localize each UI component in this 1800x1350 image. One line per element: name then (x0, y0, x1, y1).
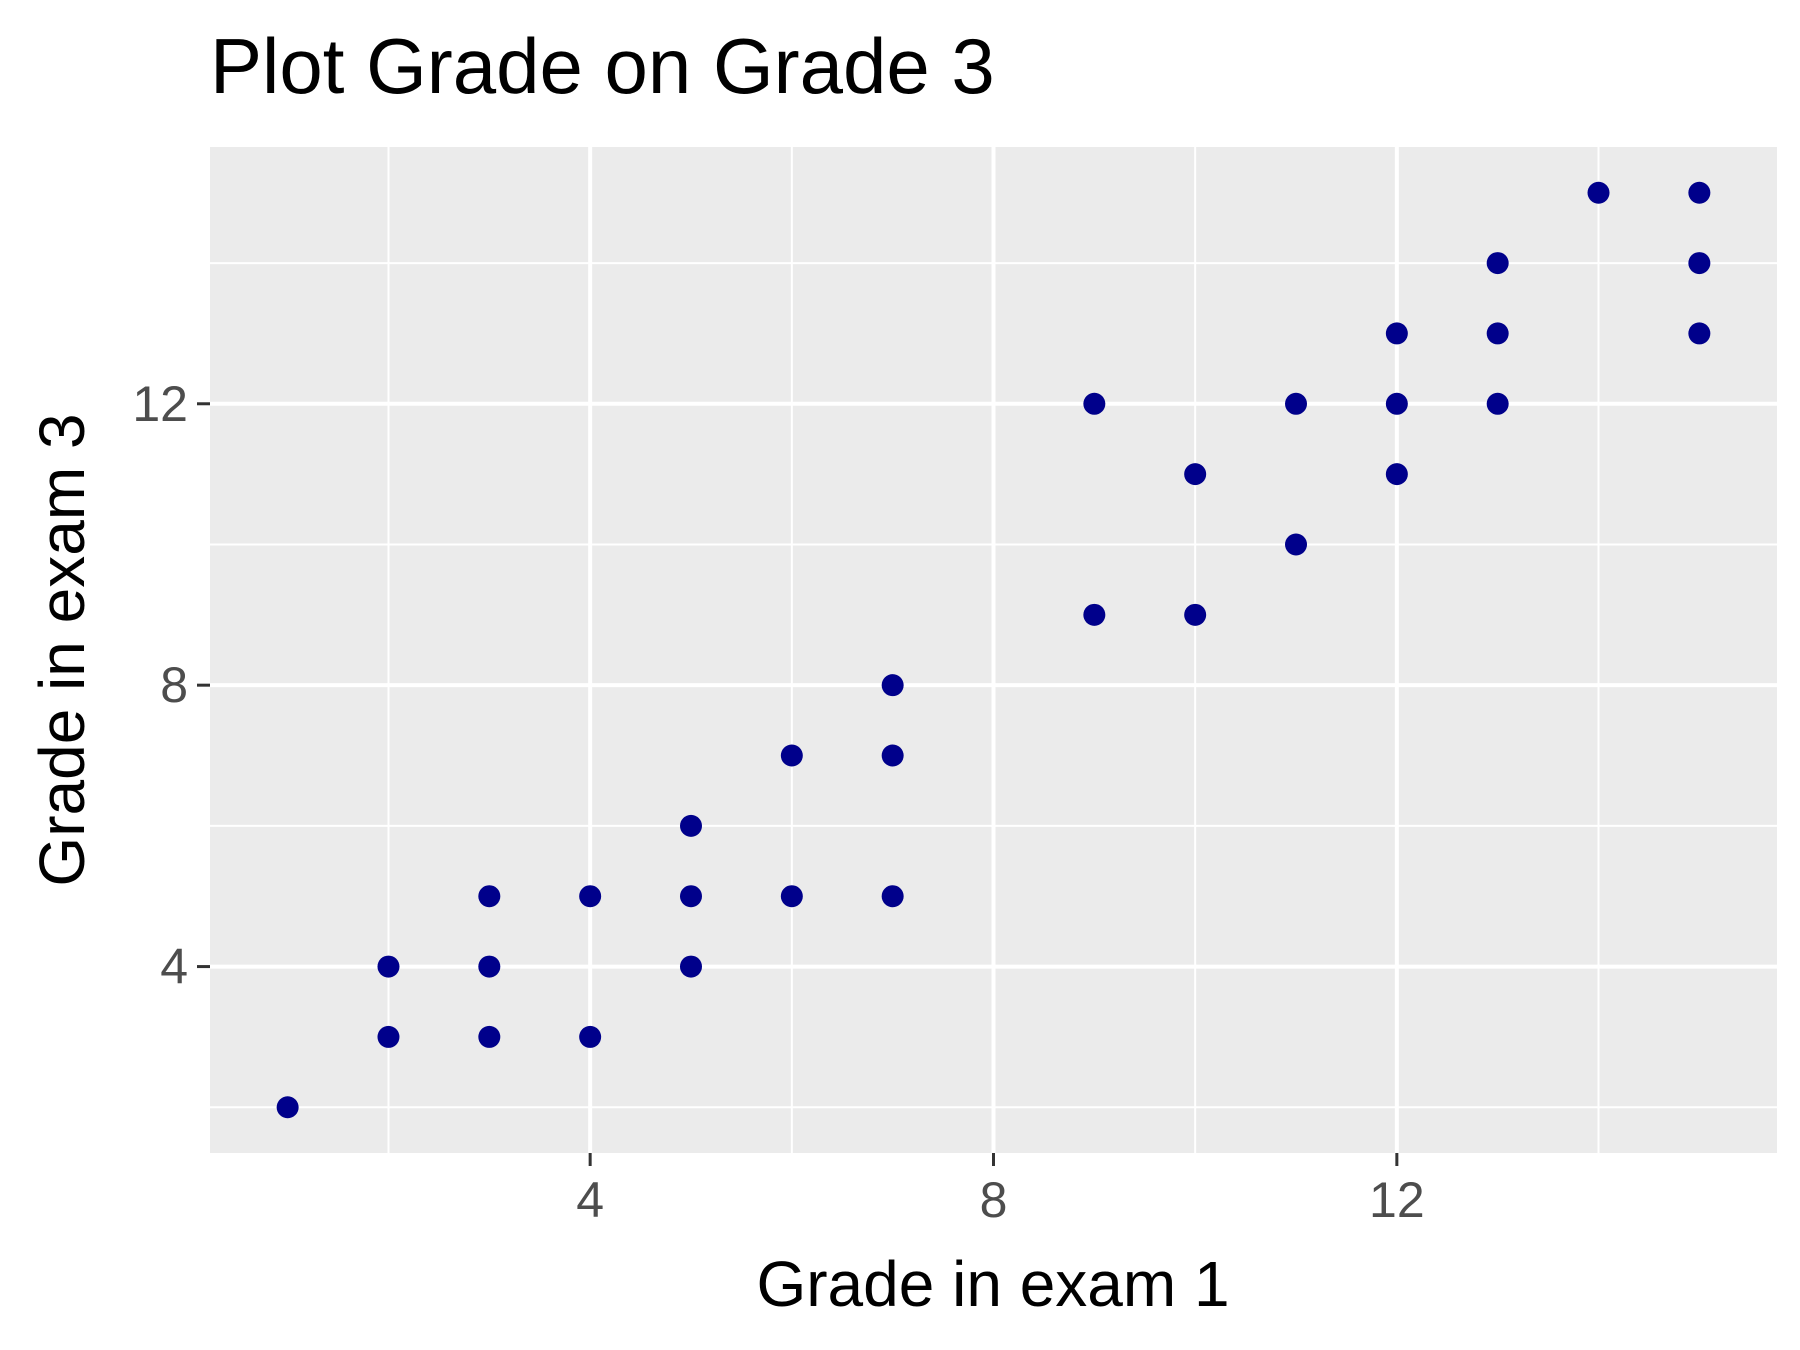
data-point (679, 885, 702, 908)
data-point (1486, 392, 1509, 415)
y-tick-label: 8 (160, 657, 188, 713)
data-point (1587, 181, 1610, 204)
data-point (478, 1025, 501, 1048)
data-point (881, 674, 904, 697)
data-point (1688, 181, 1711, 204)
data-point (1385, 392, 1408, 415)
x-axis: 4 8 12 (576, 1153, 1425, 1228)
data-point (1486, 322, 1509, 345)
data-point (1688, 322, 1711, 345)
data-points (276, 181, 1711, 1119)
x-tick-label: 8 (980, 1172, 1008, 1228)
data-point (679, 955, 702, 978)
data-point (1285, 392, 1308, 415)
x-tick-label: 12 (1369, 1172, 1425, 1228)
data-point (1184, 463, 1207, 486)
x-tick-label: 4 (576, 1172, 604, 1228)
chart-title: Plot Grade on Grade 3 (210, 22, 995, 110)
data-point (1083, 603, 1106, 626)
data-point (1285, 533, 1308, 556)
data-point (881, 744, 904, 767)
data-point (679, 814, 702, 837)
x-axis-title: Grade in exam 1 (756, 1248, 1229, 1320)
data-point (478, 885, 501, 908)
data-point (1385, 463, 1408, 486)
data-point (377, 955, 400, 978)
y-axis-title: Grade in exam 3 (26, 413, 98, 886)
y-axis: 4 8 12 (132, 376, 210, 995)
data-point (478, 955, 501, 978)
major-gridlines (210, 147, 1777, 1153)
data-point (377, 1025, 400, 1048)
data-point (276, 1096, 299, 1119)
data-point (1688, 252, 1711, 275)
data-point (1486, 252, 1509, 275)
y-tick-label: 4 (160, 939, 188, 995)
data-point (1184, 603, 1207, 626)
data-point (780, 744, 803, 767)
data-point (579, 1025, 602, 1048)
data-point (579, 885, 602, 908)
data-point (780, 885, 803, 908)
y-tick-label: 12 (132, 376, 188, 432)
data-point (1385, 322, 1408, 345)
data-point (1083, 392, 1106, 415)
data-point (881, 885, 904, 908)
